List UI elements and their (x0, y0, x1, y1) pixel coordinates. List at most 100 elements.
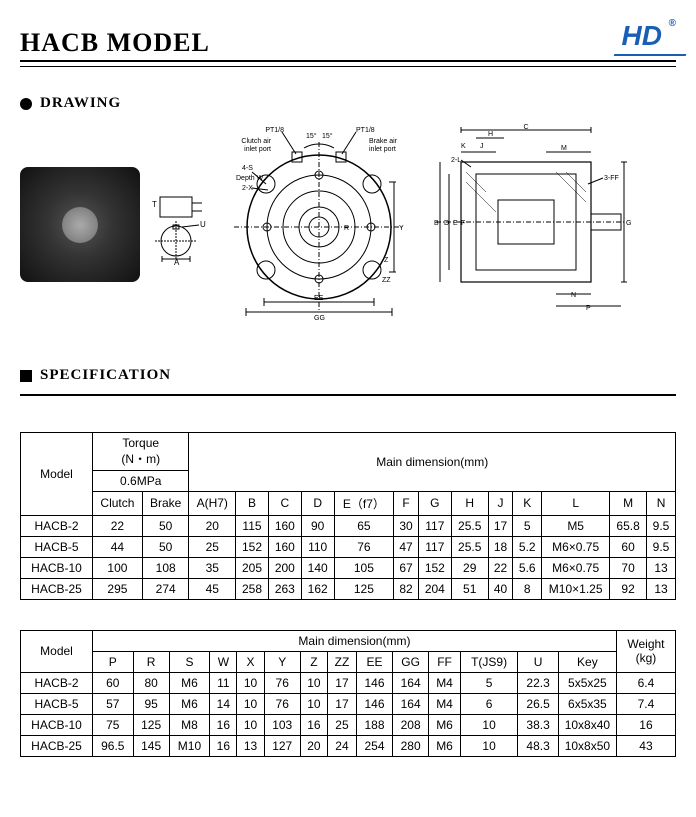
table-cell: 76 (264, 672, 300, 693)
dim-r-label: R (344, 225, 349, 232)
table-row: HACB-1075125M816101031625188208M61038.31… (21, 714, 676, 735)
table-cell: 20 (300, 735, 327, 756)
table-cell: 13 (647, 557, 676, 578)
col-pressure: 0.6MPa (93, 470, 189, 491)
col-w: W (210, 651, 237, 672)
table-cell: 50 (142, 515, 189, 536)
brake-port-label: Brake airinlet port (369, 138, 398, 153)
table-row: HACB-5445025152160110764711725.5185.2M6×… (21, 536, 676, 557)
col-maindim-2: Main dimension(mm) (93, 630, 617, 651)
col-j: J (488, 491, 513, 515)
table-row: HACB-222502011516090653011725.5175M565.8… (21, 515, 676, 536)
table-cell: 45 (189, 578, 236, 599)
three-ff-label: 3-FF (604, 175, 619, 182)
table-row: P R S W X Y Z ZZ EE GG FF T(JS9) U Key (21, 651, 676, 672)
col-n: N (647, 491, 676, 515)
table-cell: 160 (268, 515, 301, 536)
table-cell: M10×1.25 (542, 578, 610, 599)
table-cell: 10 (460, 735, 517, 756)
four-s-label: 4-S (242, 165, 253, 172)
table-cell: 164 (393, 693, 429, 714)
col-maindim: Main dimension(mm) (189, 432, 676, 491)
table-cell: 10 (237, 693, 264, 714)
dim-z-label: Z (384, 257, 389, 264)
two-x-label: 2-X (242, 185, 253, 192)
col-l: L (542, 491, 610, 515)
table-row: HACB-55795M61410761017146164M4626.56x5x3… (21, 693, 676, 714)
table-cell: 14 (210, 693, 237, 714)
table-cell: 80 (133, 672, 169, 693)
dim-b-label: B (434, 220, 439, 227)
page-title: HACB MODEL (20, 28, 210, 58)
logo-underline (613, 54, 686, 56)
table-cell: 44 (93, 536, 143, 557)
col-torque: Torque (N・m) (93, 432, 189, 470)
table-cell: M6×0.75 (542, 536, 610, 557)
table-cell: 75 (93, 714, 134, 735)
table-cell: 9.5 (647, 515, 676, 536)
table-cell: 51 (451, 578, 488, 599)
table-cell: HACB-2 (21, 515, 93, 536)
table-cell: 25 (189, 536, 236, 557)
table-cell: 67 (394, 557, 419, 578)
table-cell: 6x5x35 (558, 693, 616, 714)
table-cell: 25.5 (451, 515, 488, 536)
dim-y-label: Y (399, 225, 404, 232)
col-hh: H (451, 491, 488, 515)
table-cell: 10 (300, 672, 327, 693)
dim-ee-label: EE (314, 295, 324, 302)
table-cell: 38.3 (518, 714, 559, 735)
table-cell: 7.4 (616, 693, 675, 714)
table-cell: 125 (133, 714, 169, 735)
table-cell: 22 (488, 557, 513, 578)
col-t: T(JS9) (460, 651, 517, 672)
table-cell: 95 (133, 693, 169, 714)
table-cell: 110 (301, 536, 334, 557)
table-cell: 82 (394, 578, 419, 599)
table-cell: 76 (334, 536, 394, 557)
table-cell: 117 (418, 515, 451, 536)
table-cell: 22.3 (518, 672, 559, 693)
table-cell: M6 (429, 714, 461, 735)
table-cell: HACB-25 (21, 578, 93, 599)
table-cell: 10 (237, 714, 264, 735)
col-uu: U (518, 651, 559, 672)
col-gg: GG (393, 651, 429, 672)
table-cell: 43 (616, 735, 675, 756)
page: HACB MODEL HD ® DRAWING T (0, 0, 696, 817)
dim-h-label: H (488, 131, 493, 138)
table-cell: 263 (268, 578, 301, 599)
brand-logo: HD ® (622, 20, 676, 58)
col-e: E（f7） (334, 491, 394, 515)
table-cell: 48.3 (518, 735, 559, 756)
table-row: HACB-25295274452582631621258220451408M10… (21, 578, 676, 599)
table-cell: 16 (616, 714, 675, 735)
table-cell: HACB-25 (21, 735, 93, 756)
dim-gg-label: GG (314, 315, 325, 322)
col-brake: Brake (142, 491, 189, 515)
table-cell: M6 (169, 672, 210, 693)
table-row: Model Main dimension(mm) Weight (kg) (21, 630, 676, 651)
table-row: HACB-10100108352052001401056715229225.6M… (21, 557, 676, 578)
table-cell: 254 (356, 735, 392, 756)
two-l-label: 2-L (451, 157, 461, 164)
table-cell: 90 (301, 515, 334, 536)
table-cell: 5x5x25 (558, 672, 616, 693)
shaft-diagram: T A U (152, 185, 212, 265)
col-ee: EE (356, 651, 392, 672)
table-cell: 18 (488, 536, 513, 557)
logo-registered-icon: ® (669, 18, 676, 29)
angle-right-label: 15° (322, 132, 333, 140)
table-cell: 25.5 (451, 536, 488, 557)
table-row: Model Torque (N・m) Main dimension(mm) (21, 432, 676, 470)
table-cell: 125 (334, 578, 394, 599)
table-cell: 50 (142, 536, 189, 557)
table-cell: 10 (300, 693, 327, 714)
table-cell: 17 (327, 693, 356, 714)
table-cell: 10 (237, 672, 264, 693)
dim-zz-label: ZZ (382, 277, 391, 284)
dim-n-label: N (571, 292, 576, 299)
table-cell: 24 (327, 735, 356, 756)
col-g: G (418, 491, 451, 515)
col-model: Model (21, 432, 93, 515)
